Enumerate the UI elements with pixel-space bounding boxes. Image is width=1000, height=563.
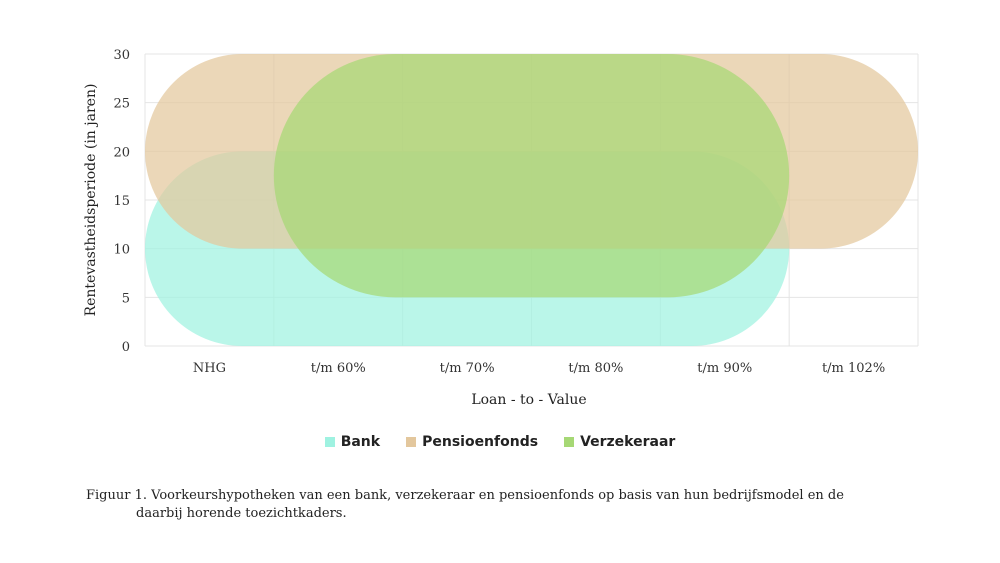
legend-item-bank: Bank	[324, 434, 381, 450]
x-tick-labels: NHG t/m 60% t/m 70% t/m 80% t/m 90% t/m 102%	[193, 361, 885, 376]
caption-line-2: daarbij horende toezichtkaders.	[136, 506, 347, 521]
legend-swatch	[564, 437, 575, 447]
x-tick-label: t/m 70%	[440, 361, 495, 376]
y-tick-label: 0	[122, 340, 130, 355]
x-tick-label: t/m 102%	[822, 361, 885, 376]
series-shapes	[145, 54, 918, 346]
chart-canvas: 0 5 10 15 20 25 30 NHG t/m 60% t/m 70% t/m 80% t/m…	[83, 48, 919, 408]
legend: Bank Pensioenfonds Verzekeraar	[0, 434, 1000, 450]
legend-label: Verzekeraar	[580, 434, 676, 450]
x-tick-label: t/m 60%	[311, 361, 366, 376]
x-tick-label: t/m 80%	[568, 361, 623, 376]
y-tick-label: 25	[113, 97, 130, 112]
x-axis-title: Loan - to - Value	[471, 392, 586, 408]
y-tick-label: 10	[113, 243, 130, 258]
y-tick-label: 5	[122, 291, 130, 306]
caption-line-1: Figuur 1. Voorkeurshypotheken van een ba…	[86, 488, 844, 503]
legend-label: Pensioenfonds	[422, 434, 539, 450]
legend-swatch	[406, 437, 417, 447]
x-tick-label: NHG	[193, 361, 226, 376]
legend-item-pensioenfonds: Pensioenfonds	[406, 434, 538, 450]
series-verzekeraar-range	[273, 54, 790, 298]
y-tick-labels: 0 5 10 15 20 25 30	[113, 48, 130, 355]
y-tick-label: 30	[113, 48, 130, 63]
legend-label: Bank	[340, 434, 381, 450]
legend-item-verzekeraar: Verzekeraar	[564, 434, 675, 450]
x-tick-label: t/m 90%	[697, 361, 752, 376]
legend-swatch	[324, 437, 335, 447]
figure-caption: Figuur 1. Voorkeurshypotheken van een ba…	[86, 487, 906, 523]
y-tick-label: 20	[113, 145, 130, 160]
y-axis-title: Rentevastheidsperiode (in jaren)	[83, 84, 99, 317]
y-tick-label: 15	[113, 194, 130, 209]
